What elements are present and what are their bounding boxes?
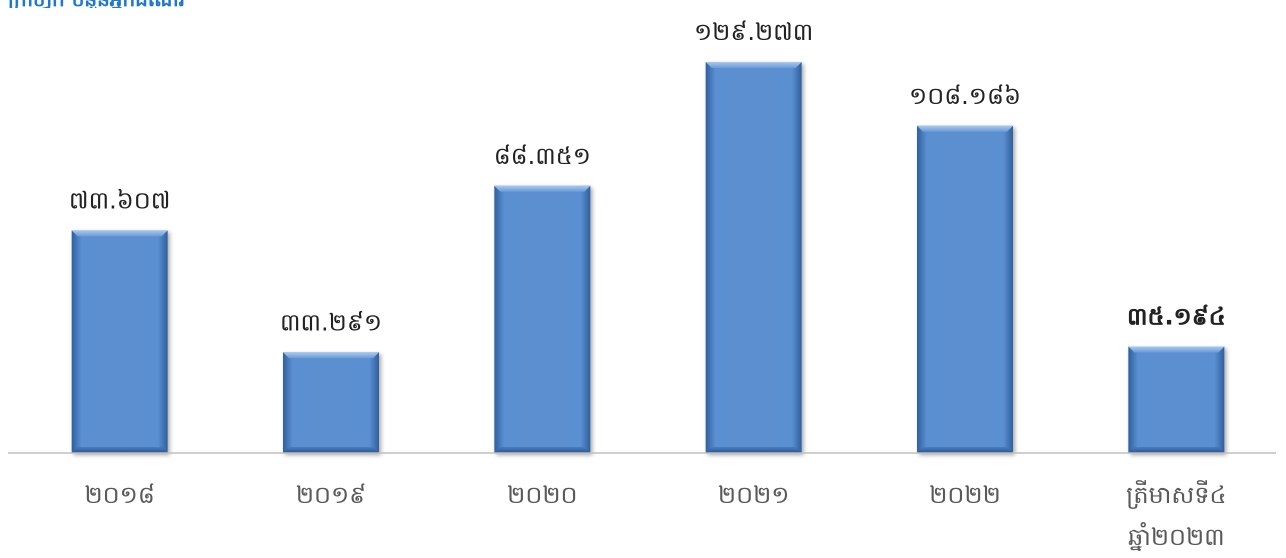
bar-5 <box>917 125 1013 454</box>
value-label-5: ១០៨.១៨៦ <box>909 82 1021 110</box>
category-label-3: ២០២០ <box>507 481 577 509</box>
bar-body <box>283 352 379 453</box>
bar-bevel-top <box>494 185 591 192</box>
chart-title-strip: ក្រាហ្វិក ចំនួនអ្នកដំណើរ <box>0 0 560 8</box>
bar-bevel-bottom <box>1128 447 1225 453</box>
chart-title: ក្រាហ្វិក ចំនួនអ្នកដំណើរ <box>8 0 185 8</box>
bar-body <box>71 230 168 453</box>
category-label-5: ២០២២ <box>929 481 1000 509</box>
bar-bevel-top <box>705 62 802 68</box>
value-label-6: ៣៥.១៩៤ <box>1127 303 1226 331</box>
bar-bevel-top <box>71 230 168 237</box>
bar-6 <box>1128 346 1225 453</box>
bar-bevel-top <box>1128 346 1225 353</box>
value-label-2: ៣៣.២៩១ <box>280 308 382 336</box>
bar-body <box>1128 346 1225 453</box>
bar-bevel-bottom <box>917 447 1013 453</box>
bar-body <box>705 62 802 453</box>
value-label-3: ៨៨.៣៥១ <box>494 142 591 170</box>
bar-bevel-bottom <box>494 447 591 453</box>
bar-body <box>917 125 1013 454</box>
bar-body <box>494 185 591 454</box>
bars-layer <box>71 62 1225 454</box>
bar-bevel-bottom <box>71 447 168 453</box>
bar-bevel-top <box>283 352 379 359</box>
category-label-2: ២០១៩ <box>296 481 366 509</box>
bar-4 <box>705 62 802 453</box>
bar-bevel-bottom <box>283 447 379 453</box>
bar-2 <box>283 352 379 453</box>
category-label-4: ២០២១ <box>718 481 789 509</box>
bar-bevel-bottom <box>705 447 802 453</box>
bar-bevel-top <box>917 125 1013 132</box>
category-label-6: ត្រីមាសទី៤ឆ្នាំ២០២៣ <box>1126 480 1226 551</box>
bar-3 <box>494 185 591 454</box>
category-label-1: ២០១៨ <box>85 481 155 509</box>
bar-1 <box>71 230 168 453</box>
value-label-4: ១២៩.២៧៣ <box>694 18 813 46</box>
value-label-1: ៧៣.៦០៧ <box>69 186 171 214</box>
